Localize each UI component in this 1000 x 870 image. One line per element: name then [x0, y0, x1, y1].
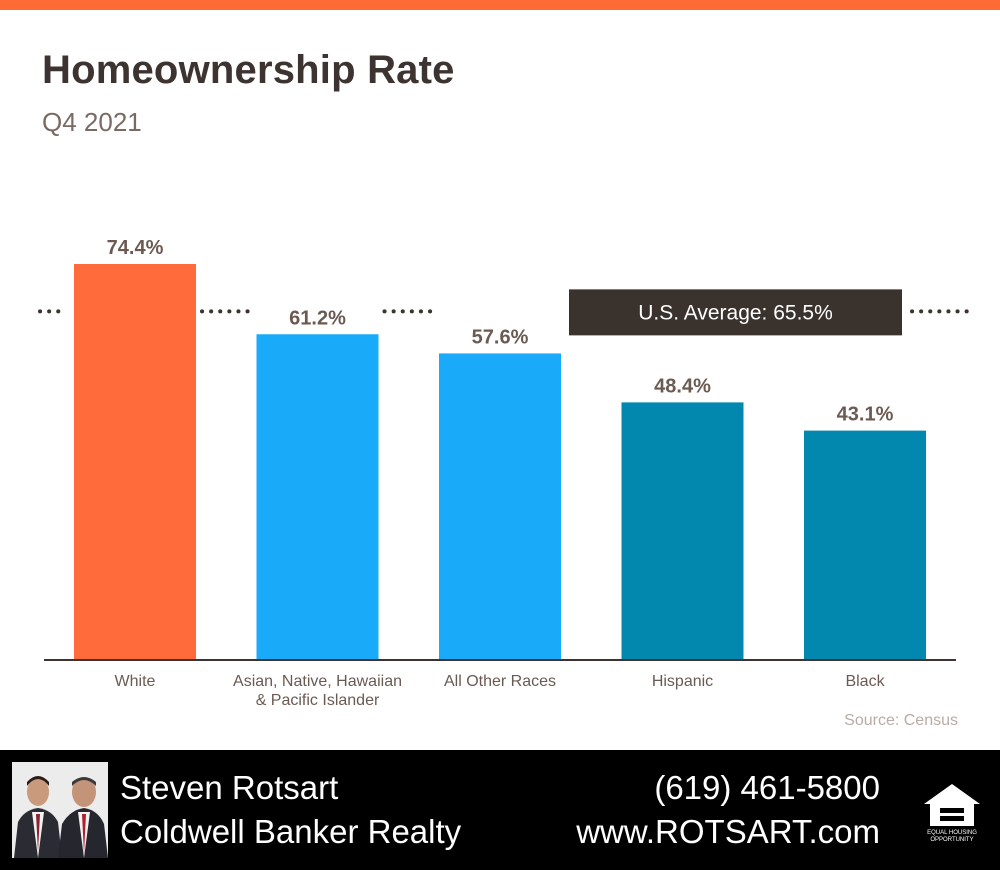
bar-value-label: 43.1%: [837, 404, 894, 426]
bar-2: [439, 353, 561, 660]
category-label: White: [115, 673, 156, 690]
agent-phone[interactable]: (619) 461-5800: [654, 769, 880, 806]
bar-3: [621, 402, 744, 660]
chart-subtitle: Q4 2021: [42, 107, 142, 137]
category-label: Asian, Native, Hawaiian: [233, 673, 402, 690]
agent-footer: Steven Rotsart Coldwell Banker Realty (6…: [0, 750, 1000, 870]
top-accent-stripe: [0, 0, 1000, 10]
source-note: Source: Census: [844, 712, 958, 729]
bar-value-label: 57.6%: [472, 326, 529, 348]
agent-website-link[interactable]: www.ROTSART.com: [576, 813, 880, 850]
bar-chart: 74.4% White 61.2% Asian, Native, Hawaiian & …: [38, 237, 972, 709]
bar-1: [256, 334, 379, 660]
category-label: Hispanic: [652, 673, 713, 690]
category-label: & Pacific Islander: [256, 692, 380, 709]
bar-0: [74, 264, 196, 660]
agent-name: Steven Rotsart: [120, 769, 339, 806]
eho-logo-line2: OPPORTUNITY: [930, 837, 973, 843]
bar-value-label: 61.2%: [289, 307, 346, 329]
bar-4: [804, 430, 926, 660]
category-label: All Other Races: [444, 673, 556, 690]
bar-value-label: 74.4%: [107, 237, 164, 259]
agent-company: Coldwell Banker Realty: [120, 813, 462, 850]
bar-value-label: 48.4%: [654, 375, 711, 397]
agent-photo: [12, 762, 108, 858]
chart-title: Homeownership Rate: [42, 48, 455, 92]
equal-housing-logo: EQUAL HOUSING OPPORTUNITY: [924, 784, 980, 843]
average-label: U.S. Average: 65.5%: [638, 301, 833, 324]
average-label-box: [569, 289, 902, 336]
eho-logo-line1: EQUAL HOUSING: [927, 830, 977, 836]
category-label: Black: [845, 673, 885, 690]
